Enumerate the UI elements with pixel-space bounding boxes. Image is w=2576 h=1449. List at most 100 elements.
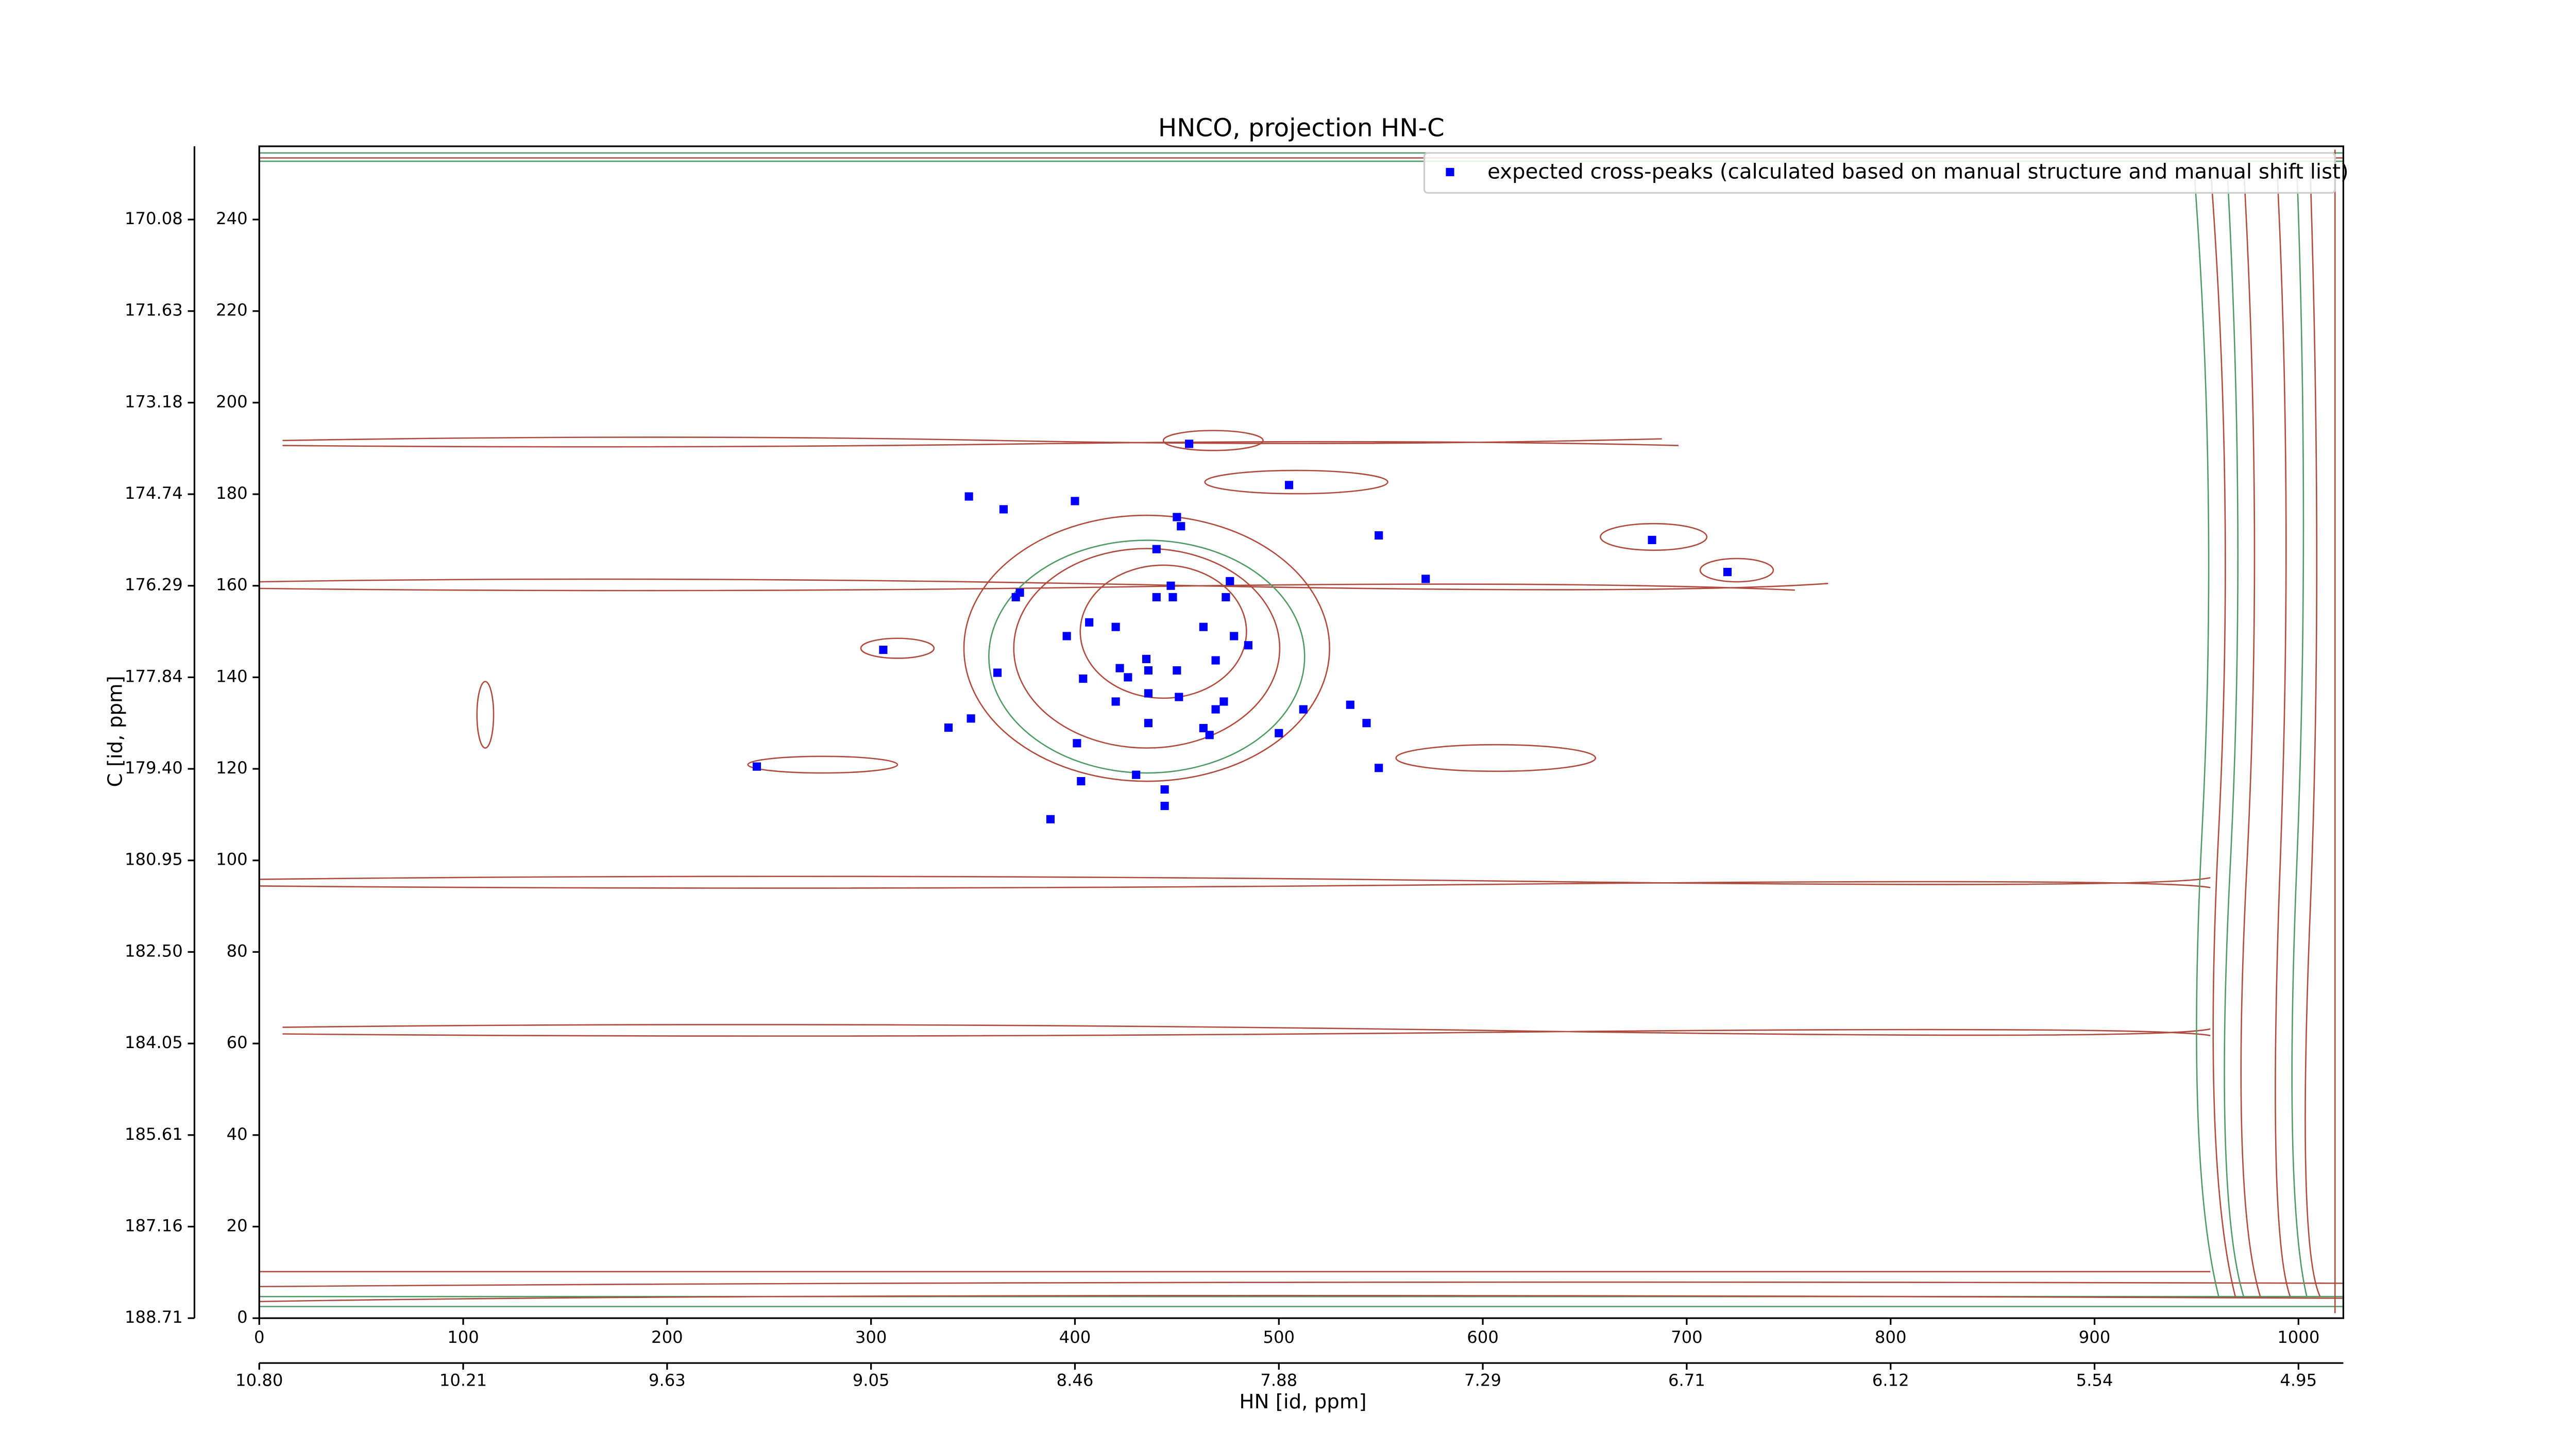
contour-peak <box>860 637 935 659</box>
peak-marker <box>1160 785 1169 794</box>
peak-marker <box>1211 656 1220 665</box>
y-axis-label: C [id, ppm] <box>104 676 127 787</box>
peak-marker <box>1011 593 1020 601</box>
y2-tick-label: 171.63 <box>125 300 183 320</box>
peak-marker <box>1152 545 1161 553</box>
x-tick-label: 1000 <box>2277 1327 2319 1347</box>
contour-peak <box>1162 430 1264 451</box>
peak-marker <box>1275 729 1283 737</box>
peak-marker <box>1421 575 1430 583</box>
contour-peak <box>1699 558 1774 583</box>
y-tick-label: 20 <box>227 1216 248 1235</box>
peak-marker <box>752 762 761 771</box>
peak-marker <box>993 668 1002 677</box>
peak-marker <box>1046 815 1055 823</box>
x2-tick-label: 8.46 <box>1057 1371 1094 1390</box>
x-tick-label: 500 <box>1263 1327 1295 1347</box>
y-tick-label: 40 <box>227 1124 248 1144</box>
y2-tick-label: 173.18 <box>125 392 183 411</box>
x2-tick-label: 9.63 <box>649 1371 686 1390</box>
peak-marker <box>1079 674 1088 683</box>
peak-marker <box>1375 531 1383 540</box>
peak-marker <box>999 505 1008 514</box>
x-tick-label: 900 <box>2079 1327 2111 1347</box>
contour-band <box>259 157 2344 1303</box>
y2-tick-label: 177.84 <box>125 666 183 686</box>
peak-marker <box>1152 593 1161 601</box>
y-tick-label: 60 <box>227 1033 248 1052</box>
peak-marker <box>1199 622 1208 631</box>
contour-cluster <box>963 514 1330 782</box>
y-tick-label: 120 <box>216 758 248 778</box>
plot-frame <box>258 145 2344 1319</box>
peak-marker <box>1362 719 1371 728</box>
chart-title: HNCO, projection HN-C <box>1158 114 1445 143</box>
x-tick-label: 100 <box>447 1327 479 1347</box>
contour-band <box>282 436 1679 448</box>
x2-tick-label: 10.21 <box>439 1371 487 1390</box>
x-tick-label: 200 <box>651 1327 683 1347</box>
x-tick-label: 800 <box>1875 1327 1907 1347</box>
peak-marker <box>1073 739 1081 748</box>
x2-tick-label: 7.29 <box>1464 1371 1501 1390</box>
peak-marker <box>1199 723 1208 733</box>
peak-marker <box>1062 632 1071 641</box>
y2-tick-label: 180.95 <box>125 850 183 869</box>
contour-cluster <box>988 540 1306 774</box>
x2-tick-label: 7.88 <box>1260 1371 1297 1390</box>
peak-marker <box>879 646 888 654</box>
x2-tick-label: 5.54 <box>2076 1371 2113 1390</box>
y-tick-label: 80 <box>227 941 248 961</box>
y2-tick-label: 187.16 <box>125 1216 183 1235</box>
y-tick-label: 180 <box>216 483 248 503</box>
y2-tick-label: 184.05 <box>125 1033 183 1052</box>
peak-marker <box>1284 481 1294 490</box>
x-tick-label: 600 <box>1467 1327 1499 1347</box>
contour-peak <box>747 755 899 774</box>
x-axis-label: HN [id, ppm] <box>1239 1390 1366 1413</box>
contour-band <box>259 875 2211 889</box>
y2-tick-label: 174.74 <box>125 483 183 503</box>
peak-marker <box>1173 513 1181 521</box>
contour-band <box>259 152 2344 1307</box>
x2-tick-label: 4.95 <box>2280 1371 2317 1390</box>
peak-marker <box>1144 666 1153 675</box>
peak-marker <box>1177 522 1185 531</box>
peak-marker <box>1230 632 1239 641</box>
peak-marker <box>1144 689 1153 698</box>
contour-peak <box>1600 523 1708 551</box>
x-tick-label: 700 <box>1671 1327 1703 1347</box>
y2-tick-label: 188.71 <box>125 1307 183 1327</box>
y2-tick-label: 170.08 <box>125 209 183 228</box>
peak-marker <box>1723 568 1732 577</box>
peak-marker <box>1648 535 1656 544</box>
y-tick-label: 160 <box>216 575 248 595</box>
peak-marker <box>1222 593 1230 601</box>
peak-marker <box>964 492 973 501</box>
contour-edge <box>2193 166 2308 1297</box>
x-tick-label: 0 <box>254 1327 265 1347</box>
contour-cluster <box>1013 548 1281 749</box>
x2-tick-label: 6.71 <box>1668 1371 1705 1390</box>
peak-marker <box>1077 777 1086 786</box>
contours <box>259 149 2344 1313</box>
contour-cluster <box>1079 564 1247 699</box>
legend-label: expected cross-peaks (calculated based o… <box>1487 160 2349 184</box>
peak-marker <box>1244 641 1252 650</box>
y2-tick-label: 179.40 <box>125 758 183 778</box>
peak-marker <box>1132 770 1141 779</box>
peak-marker <box>1299 705 1308 714</box>
peak-marker <box>967 714 975 723</box>
y2-tick-label: 182.50 <box>125 941 183 961</box>
contour-edge <box>2210 149 2336 1313</box>
peak-marker <box>1111 697 1120 706</box>
x-tick-label: 400 <box>1059 1327 1091 1347</box>
peak-marker <box>1173 666 1181 675</box>
legend-marker <box>1446 167 1454 176</box>
y-tick-label: 240 <box>216 209 248 228</box>
y2-tick-label: 176.29 <box>125 575 183 595</box>
peak-marker <box>1219 697 1228 706</box>
x2-tick-label: 9.05 <box>853 1371 890 1390</box>
